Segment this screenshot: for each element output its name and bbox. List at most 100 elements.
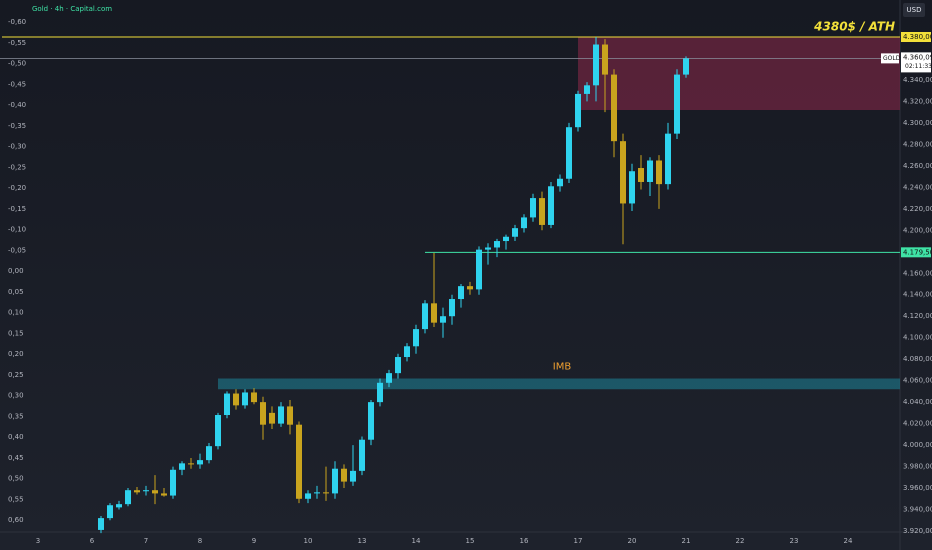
y2-tick-label: -0,50 (8, 60, 26, 68)
candle-body (494, 241, 500, 248)
y2-tick-label: 0,10 (8, 309, 24, 317)
currency-box (903, 3, 925, 17)
candle-body (359, 439, 365, 471)
y2-tick-label: -0,05 (8, 246, 26, 254)
y2-tick-label: -0,55 (8, 39, 26, 47)
candle-body (197, 460, 203, 465)
candle-body (458, 286, 464, 300)
candle-body (332, 468, 338, 494)
zone (218, 378, 900, 390)
candle-body (656, 160, 662, 185)
zone-label: IMB (553, 362, 572, 373)
x-tick-label: 24 (844, 537, 853, 545)
level-label-box (901, 32, 931, 42)
y-tick-label: 4.020,00 (903, 420, 932, 428)
x-tick-label: 3 (36, 537, 40, 545)
level-label-box (901, 247, 931, 258)
candle-body (287, 406, 293, 425)
y2-tick-label: -0,25 (8, 163, 26, 171)
candle-body (674, 74, 680, 134)
chart-title: Gold · 4h · Capital.com (32, 5, 112, 13)
currency: USD (907, 6, 922, 14)
candle-body (278, 406, 284, 424)
y-tick-label: 4.060,00 (903, 377, 932, 385)
y2-tick-label: 0,15 (8, 329, 24, 337)
candle-body (386, 373, 392, 383)
candle-body (629, 171, 635, 204)
candle-body (377, 382, 383, 403)
y-tick-label: 4.080,00 (903, 355, 932, 363)
candle-body (314, 492, 320, 494)
candle-body (251, 392, 257, 403)
candle-body (107, 505, 113, 519)
candle-body (296, 424, 302, 499)
y-tick-label: 4.240,00 (903, 183, 932, 191)
annotation: 4380$ / ATH (813, 20, 895, 34)
y-tick-label: 4.140,00 (903, 291, 932, 299)
candle-body (512, 228, 518, 237)
candle-body (566, 127, 572, 179)
zone (578, 37, 900, 111)
countdown: 02:11:33 (905, 63, 932, 70)
candle-body (422, 303, 428, 330)
y-tick-label: 3.960,00 (903, 484, 932, 492)
x-tick-label: 15 (466, 537, 475, 545)
y2-tick-label: -0,45 (8, 80, 26, 88)
x-tick-label: 6 (90, 537, 95, 545)
y-tick-label: 4.220,00 (903, 205, 932, 213)
candle-body (215, 415, 221, 447)
candle-body (620, 141, 626, 204)
candle-body (143, 490, 149, 492)
x-tick-label: 14 (412, 537, 421, 545)
candle-body (584, 85, 590, 94)
candle-body (638, 168, 644, 182)
candle-body (485, 247, 491, 250)
x-tick-label: 13 (358, 537, 367, 545)
y-tick-label: 3.980,00 (903, 463, 932, 471)
candle-body (368, 402, 374, 440)
candle-body (449, 299, 455, 317)
candle-body (260, 402, 266, 425)
candle-body (233, 393, 239, 406)
x-tick-label: 16 (520, 537, 529, 545)
candle-body (647, 160, 653, 182)
candle-body (521, 217, 527, 229)
y-tick-label: 4.200,00 (903, 226, 932, 234)
y-tick-label: 3.940,00 (903, 506, 932, 514)
candle-body (503, 236, 509, 242)
candle-body (575, 93, 581, 128)
candle-body (161, 493, 167, 496)
candle-body (467, 286, 473, 290)
candle-body (548, 186, 554, 225)
level-label: 4.380,00 (903, 33, 932, 41)
x-tick-label: 7 (144, 537, 148, 545)
y-tick-label: 4.040,00 (903, 398, 932, 406)
candle-body (611, 74, 617, 142)
y2-tick-label: 0,05 (8, 288, 24, 296)
candle-body (557, 178, 563, 187)
candle-body (134, 490, 140, 493)
last-price-box (901, 52, 931, 73)
y2-tick-label: 0,25 (8, 371, 24, 379)
x-tick-label: 8 (198, 537, 202, 545)
x-tick-label: 22 (736, 537, 745, 545)
y-tick-label: 4.280,00 (903, 140, 932, 148)
x-tick-label: 10 (304, 537, 313, 545)
candle-body (125, 490, 131, 505)
candle-body (224, 393, 230, 416)
candle-body (305, 493, 311, 499)
y2-tick-label: 0,30 (8, 392, 24, 400)
symbol: GOLD (883, 55, 901, 62)
x-tick-label: 17 (574, 537, 583, 545)
y-tick-label: 4.320,00 (903, 97, 932, 105)
candle-body (350, 470, 356, 482)
candle-body (404, 346, 410, 358)
y-tick-label: 4.340,00 (903, 76, 932, 84)
y2-tick-label: 0,35 (8, 412, 24, 420)
y2-tick-label: 0,40 (8, 433, 24, 441)
candle-body (206, 446, 212, 461)
candle-body (395, 357, 401, 374)
candle-body (170, 469, 176, 496)
candle-body (440, 316, 446, 323)
